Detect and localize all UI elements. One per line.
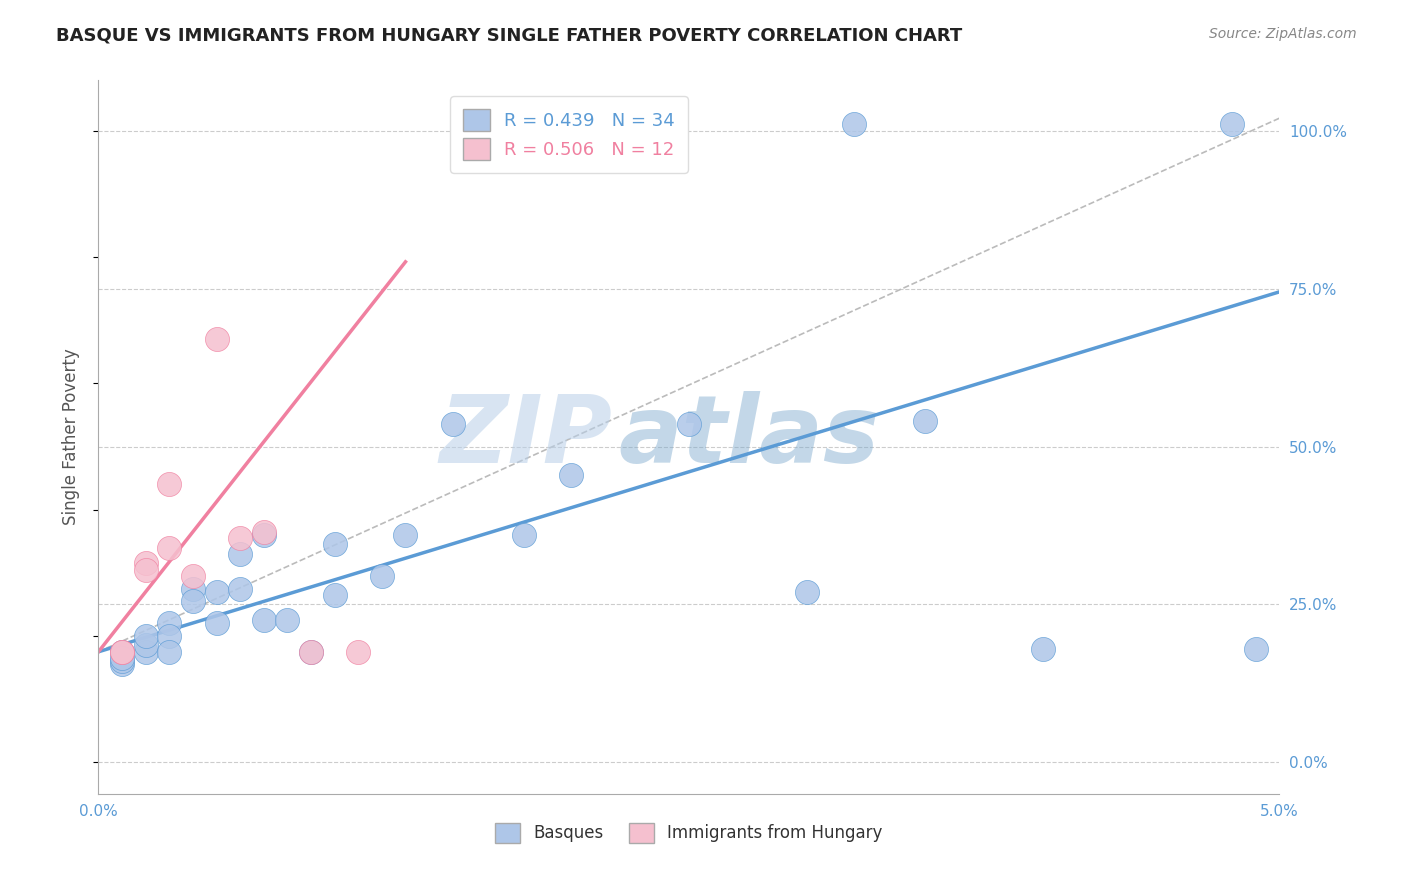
Point	[253, 524, 276, 539]
Point	[299, 645, 322, 659]
Point	[135, 563, 157, 577]
Point	[111, 657, 134, 672]
Point	[229, 547, 252, 561]
Point	[111, 645, 134, 659]
Point	[1220, 118, 1243, 132]
Point	[157, 477, 180, 491]
Point	[157, 541, 180, 555]
Point	[323, 537, 346, 551]
Point	[347, 645, 370, 659]
Point	[229, 531, 252, 545]
Point	[135, 629, 157, 643]
Point	[441, 417, 464, 432]
Point	[560, 467, 582, 482]
Point	[135, 645, 157, 659]
Point	[135, 557, 157, 571]
Point	[253, 528, 276, 542]
Point	[181, 594, 204, 608]
Point	[157, 616, 180, 631]
Point	[229, 582, 252, 596]
Point	[157, 629, 180, 643]
Point	[1244, 641, 1267, 656]
Point	[111, 651, 134, 665]
Point	[276, 613, 298, 627]
Point	[111, 645, 134, 659]
Text: BASQUE VS IMMIGRANTS FROM HUNGARY SINGLE FATHER POVERTY CORRELATION CHART: BASQUE VS IMMIGRANTS FROM HUNGARY SINGLE…	[56, 27, 963, 45]
Point	[844, 118, 866, 132]
Point	[205, 616, 228, 631]
Point	[796, 584, 818, 599]
Point	[299, 645, 322, 659]
Point	[394, 528, 416, 542]
Point	[135, 639, 157, 653]
Point	[512, 528, 534, 542]
Point	[371, 569, 394, 583]
Point	[1032, 641, 1054, 656]
Point	[678, 417, 700, 432]
Point	[205, 332, 228, 346]
Point	[157, 645, 180, 659]
Point	[323, 588, 346, 602]
Y-axis label: Single Father Poverty: Single Father Poverty	[62, 349, 80, 525]
Text: atlas: atlas	[619, 391, 879, 483]
Point	[914, 414, 936, 428]
Point	[181, 582, 204, 596]
Text: Source: ZipAtlas.com: Source: ZipAtlas.com	[1209, 27, 1357, 41]
Text: ZIP: ZIP	[439, 391, 612, 483]
Point	[253, 613, 276, 627]
Point	[111, 654, 134, 668]
Point	[111, 645, 134, 659]
Point	[205, 584, 228, 599]
Point	[181, 569, 204, 583]
Legend: Basques, Immigrants from Hungary: Basques, Immigrants from Hungary	[489, 816, 889, 850]
